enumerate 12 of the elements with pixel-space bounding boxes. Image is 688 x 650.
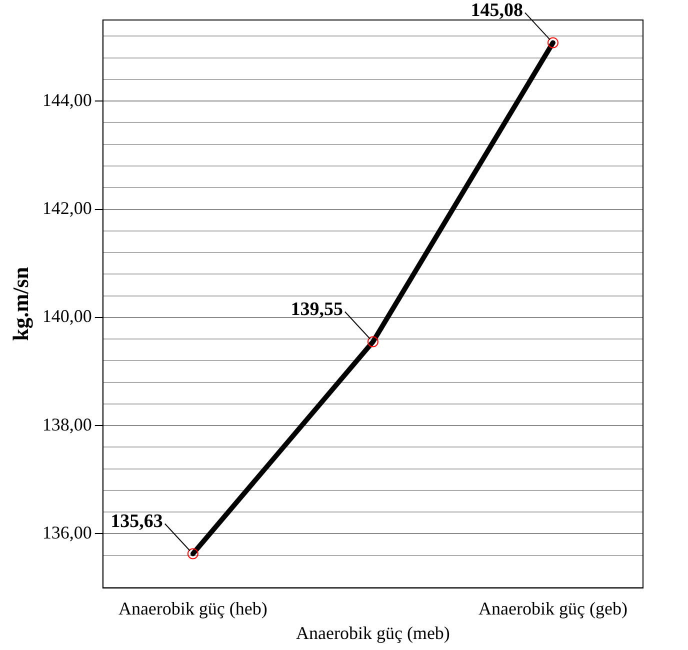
x-tick-label: Anaerobik güç (heb)	[118, 598, 268, 618]
y-tick-label: 138,00	[42, 414, 92, 434]
y-tick-label: 136,00	[42, 522, 92, 542]
y-tick-label: 144,00	[42, 90, 92, 110]
data-label: 139,55	[290, 299, 343, 320]
data-label: 135,63	[110, 511, 163, 532]
y-tick-label: 142,00	[42, 198, 92, 218]
x-axis-title: Anaerobik güç (meb)	[296, 622, 450, 643]
y-tick-label: 140,00	[42, 306, 92, 326]
data-label: 145,08	[470, 0, 523, 22]
y-axis-title: kg.m/sn	[8, 266, 33, 341]
x-tick-label: Anaerobik güç (geb)	[478, 598, 628, 618]
